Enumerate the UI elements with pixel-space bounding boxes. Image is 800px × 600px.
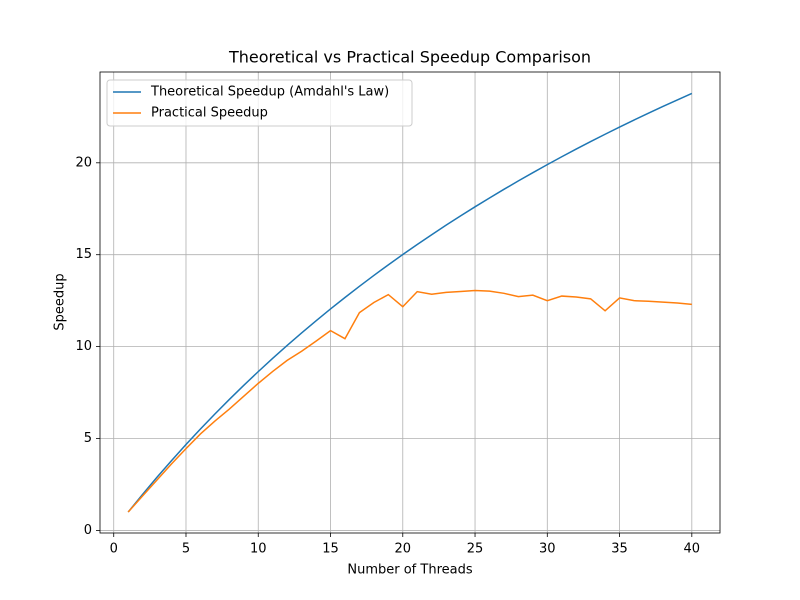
x-tick-label: 5	[182, 542, 190, 557]
legend-label: Practical Speedup	[151, 106, 268, 121]
x-tick-label: 30	[539, 542, 556, 557]
x-tick-label: 35	[611, 542, 628, 557]
legend-box	[106, 79, 413, 127]
x-tick-label: 15	[322, 542, 339, 557]
y-tick-label: 5	[84, 431, 92, 446]
y-tick-label: 0	[84, 523, 92, 538]
chart-title: Theoretical vs Practical Speedup Compari…	[228, 48, 591, 67]
x-axis-label: Number of Threads	[347, 563, 472, 578]
plot-frame	[99, 71, 721, 534]
x-tick-label: 25	[467, 542, 484, 557]
y-tick-label: 10	[75, 339, 92, 354]
series-line	[127, 92, 693, 513]
x-tick-label: 40	[684, 542, 701, 557]
y-tick-label: 15	[75, 247, 92, 262]
x-tick-label: 10	[250, 542, 267, 557]
x-tick-label: 20	[395, 542, 412, 557]
y-tick-label: 20	[75, 155, 92, 170]
x-tick-label: 0	[110, 542, 118, 557]
series-line	[127, 289, 692, 513]
legend-label: Theoretical Speedup (Amdahl's Law)	[150, 85, 389, 100]
y-axis-label: Speedup	[53, 273, 68, 330]
